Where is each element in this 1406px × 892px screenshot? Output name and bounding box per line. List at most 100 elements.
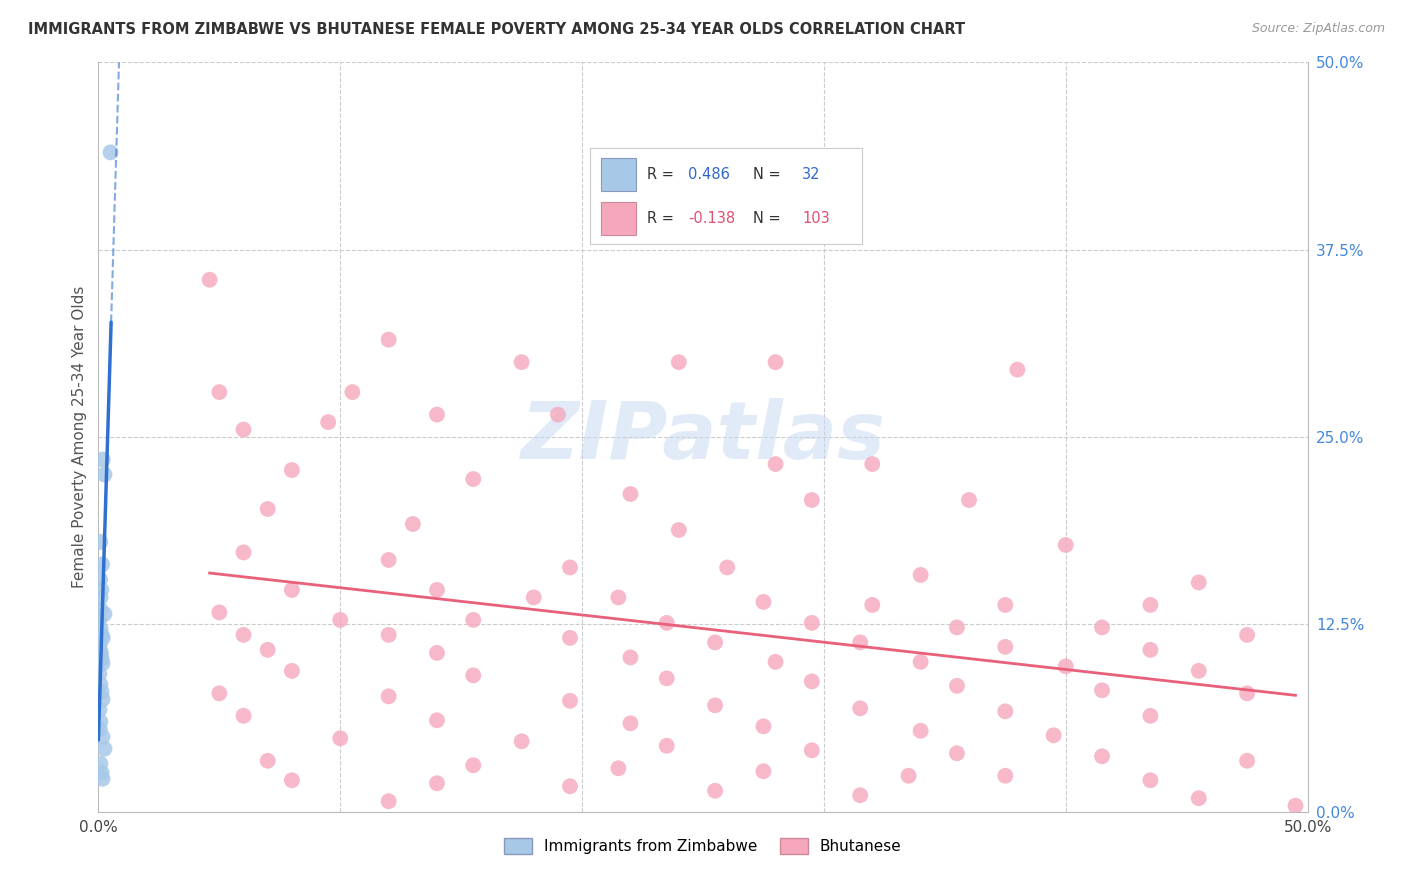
Point [90,591,112,605]
Point [1054,538,1077,552]
Point [93,741,115,756]
Text: -0.138: -0.138 [688,211,735,226]
Point [547,408,569,422]
Point [281,773,304,788]
Point [655,671,678,685]
Point [849,635,872,649]
Point [89,714,111,729]
Point [89,643,111,657]
Point [1091,683,1114,698]
Point [668,523,690,537]
Point [752,764,775,779]
Point [860,457,883,471]
Point [208,385,231,400]
Point [463,613,485,627]
Text: R =: R = [647,211,679,226]
Point [91,772,114,786]
Point [558,694,581,708]
Text: N =: N = [754,167,780,182]
Point [91,631,114,645]
Point [426,714,449,728]
Point [377,794,399,808]
Point [89,535,111,549]
Point [655,615,678,630]
Point [90,644,112,658]
Text: N =: N = [754,211,780,226]
Point [523,591,546,605]
Point [510,734,533,748]
Point [1284,798,1306,813]
Point [402,516,425,531]
Point [93,467,115,482]
Text: Source: ZipAtlas.com: Source: ZipAtlas.com [1251,22,1385,36]
Y-axis label: Female Poverty Among 25-34 Year Olds: Female Poverty Among 25-34 Year Olds [72,286,87,588]
Point [91,692,114,706]
Point [208,686,231,700]
Point [377,628,399,642]
Point [1091,749,1114,764]
Bar [600,202,636,235]
Point [765,355,787,369]
Point [619,487,641,501]
Point [704,783,727,797]
Point [752,595,775,609]
Point [607,761,630,775]
Point [426,408,449,422]
Point [800,493,823,508]
Point [281,664,304,678]
Point [849,701,872,715]
Text: IMMIGRANTS FROM ZIMBABWE VS BHUTANESE FEMALE POVERTY AMONG 25-34 YEAR OLDS CORRE: IMMIGRANTS FROM ZIMBABWE VS BHUTANESE FE… [28,22,966,37]
Point [800,743,823,757]
Text: 103: 103 [803,211,830,226]
Point [329,731,352,746]
Point [1139,708,1161,723]
Point [93,607,115,621]
Point [1188,664,1211,678]
Point [100,145,122,160]
Point [1139,773,1161,788]
Point [89,602,111,616]
Point [1091,620,1114,634]
Point [89,703,111,717]
Point [89,637,111,651]
Point [256,502,278,516]
Point [994,769,1017,783]
Point [946,679,969,693]
Point [89,666,111,681]
Text: 32: 32 [803,167,821,182]
Point [90,648,112,662]
Point [910,568,932,582]
Point [558,631,581,645]
Point [619,716,641,731]
Point [619,650,641,665]
Point [704,698,727,713]
Point [558,560,581,574]
Point [849,789,872,803]
Point [1042,728,1064,742]
Point [89,723,111,737]
Point [198,273,221,287]
Point [342,385,364,400]
Point [800,674,823,689]
Point [910,655,932,669]
Point [463,758,485,772]
Point [463,472,485,486]
Point [1236,686,1258,700]
Point [89,613,111,627]
Point [232,708,254,723]
Point [91,558,114,572]
Point [994,640,1017,654]
Point [426,776,449,790]
Point [1188,575,1211,590]
Point [316,415,339,429]
Point [91,452,114,467]
Point [752,719,775,733]
Point [426,582,449,597]
Point [89,677,111,691]
Text: R =: R = [647,167,679,182]
Point [256,643,278,657]
Point [90,582,112,597]
Point [232,628,254,642]
Point [90,685,112,699]
Point [329,613,352,627]
